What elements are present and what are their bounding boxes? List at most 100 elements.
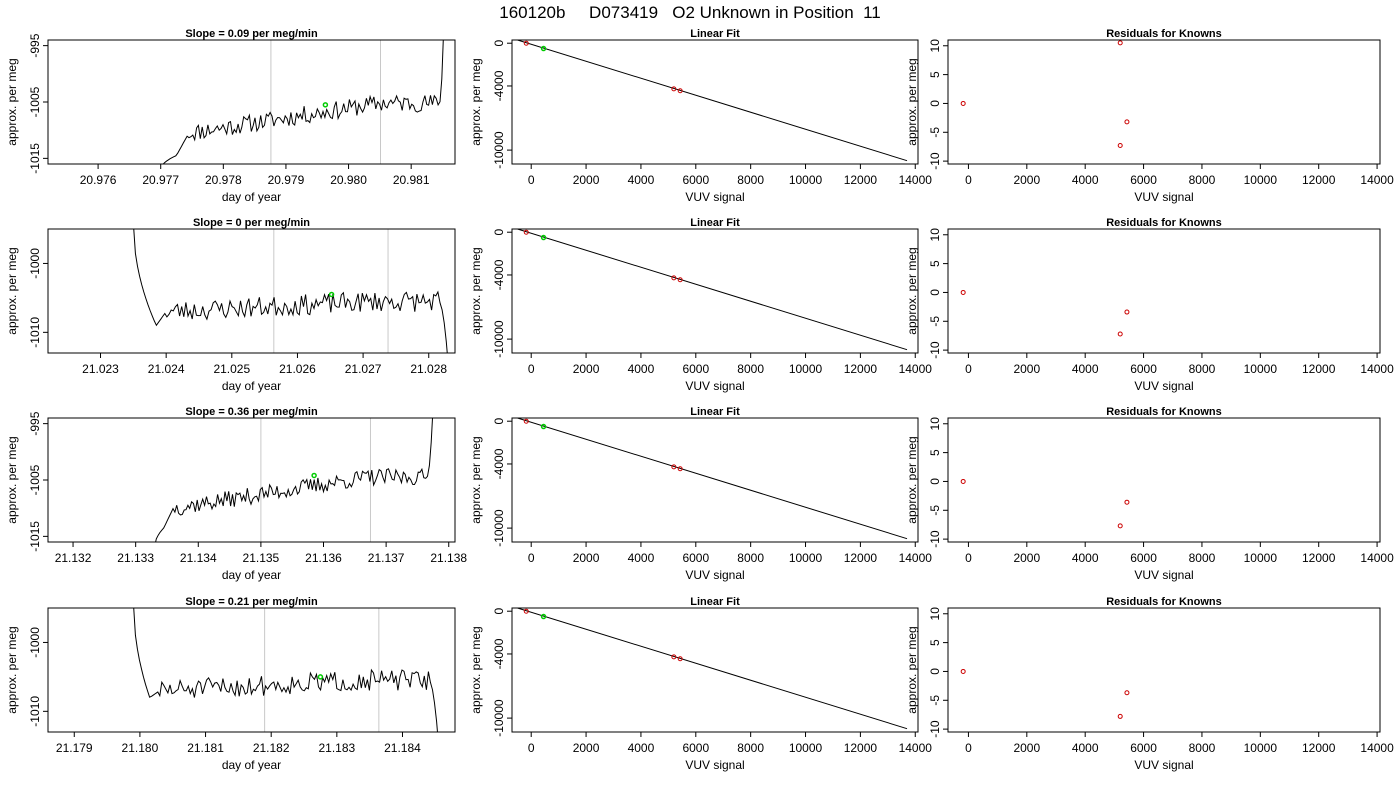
- linear-fit-r0-title: Linear Fit: [690, 28, 740, 40]
- trace-r2-xtick-label: 21.136: [305, 551, 342, 565]
- linear-fit-r1-xtick-label: 8000: [737, 362, 764, 376]
- linear-fit-r2-xtick-label: 14000: [899, 551, 933, 565]
- residuals-r1-ytick-label: 0: [928, 289, 942, 296]
- residuals-r1-point: [1124, 309, 1130, 315]
- residuals-r0-xtick-label: 12000: [1302, 173, 1336, 187]
- trace-r3-xtick-label: 21.182: [253, 741, 290, 755]
- linear-fit-r1-xtick-label: 6000: [682, 362, 709, 376]
- trace-r3-xtick-label: 21.181: [187, 741, 224, 755]
- trace-r2-xtick-label: 21.133: [117, 551, 154, 565]
- residuals-r0-xtick-label: 14000: [1360, 173, 1394, 187]
- residuals-r2-xtick-label: 4000: [1072, 551, 1099, 565]
- trace-r3-ytick-label: -1000: [28, 627, 42, 658]
- linear-fit-r2-known-point: [523, 418, 529, 424]
- linear-fit-r0-frame: [511, 39, 919, 165]
- trace-r2-ytick-label: -1015: [28, 521, 42, 552]
- trace-r1-frame: [47, 228, 456, 354]
- trace-r1-xlabel: day of year: [222, 379, 281, 393]
- trace-r2-xtick-label: 21.138: [430, 551, 467, 565]
- trace-r2-ylabel: approx. per meg: [5, 436, 19, 523]
- linear-fit-r3-frame: [511, 607, 919, 733]
- linear-fit-r3-ytick-label: -4000: [492, 638, 506, 669]
- trace-r1-xtick-label: 21.025: [213, 362, 250, 376]
- residuals-r1-ytick-label: -10: [928, 341, 942, 359]
- linear-fit-r2-xtick-label: 2000: [573, 551, 600, 565]
- linear-fit-r0-xtick-label: 12000: [844, 173, 878, 187]
- linear-fit-r2-xtick-label: 0: [528, 551, 535, 565]
- linear-fit-r2-xtick-label: 12000: [844, 551, 878, 565]
- residuals-r3-title: Residuals for Knowns: [1106, 596, 1222, 608]
- linear-fit-r0-ytick-label: -4000: [492, 70, 506, 101]
- trace-r3-panel: Slope = 0.21 per meg/min 21.179 21.180 21.1…: [5, 596, 456, 772]
- linear-fit-r1-xtick-label: 10000: [789, 362, 823, 376]
- residuals-r0-title: Residuals for Knowns: [1106, 28, 1222, 40]
- linear-fit-r0-ytick-label: -10000: [492, 131, 506, 169]
- residuals-r1-point: [960, 289, 966, 295]
- linear-fit-r2-plot-area: [517, 418, 908, 540]
- residuals-r2-plot-area: [960, 478, 1130, 529]
- linear-fit-r0-fit-line: [517, 40, 908, 162]
- linear-fit-r1-frame: [511, 228, 919, 354]
- trace-r0-ytick-label: -1005: [28, 86, 42, 117]
- linear-fit-r2-unknown-point: [540, 423, 547, 430]
- residuals-r0-xtick-label: 8000: [1189, 173, 1216, 187]
- trace-r0-title: Slope = 0.09 per meg/min: [185, 28, 318, 40]
- trace-r2-panel: Slope = 0.36 per meg/min 21.132 21.133 21.1…: [5, 406, 467, 582]
- residuals-r1-xtick-label: 12000: [1302, 362, 1336, 376]
- residuals-r2-xtick-label: 14000: [1360, 551, 1394, 565]
- linear-fit-r3-xtick-label: 2000: [573, 741, 600, 755]
- residuals-r3-point: [1117, 713, 1123, 719]
- linear-fit-r3-known-point: [671, 654, 677, 660]
- trace-r2-xtick-label: 21.132: [55, 551, 92, 565]
- residuals-r3-ytick-label: 5: [928, 639, 942, 646]
- residuals-r1-xlabel: VUV signal: [1134, 379, 1193, 393]
- residuals-r1-ylabel: approx. per meg: [905, 247, 919, 334]
- linear-fit-r3-plot-area: [517, 608, 908, 730]
- residuals-r2-xtick-label: 6000: [1130, 551, 1157, 565]
- trace-r1-ylabel: approx. per meg: [5, 247, 19, 334]
- trace-r2-xtick-label: 21.135: [243, 551, 280, 565]
- trace-r3-xtick-label: 21.184: [384, 741, 421, 755]
- linear-fit-r3-xtick-label: 8000: [737, 741, 764, 755]
- trace-r3-xlabel: day of year: [222, 758, 281, 772]
- trace-r3-ylabel: approx. per meg: [5, 626, 19, 713]
- residuals-r0-xtick-label: 0: [965, 173, 972, 187]
- residuals-r0-ytick-label: 10: [928, 39, 942, 53]
- residuals-r2-point: [960, 478, 966, 484]
- linear-fit-r1-plot-area: [517, 229, 908, 351]
- trace-r3-plot-area: [133, 608, 438, 732]
- trace-r2-xlabel: day of year: [222, 568, 281, 582]
- residuals-r3-point: [1124, 690, 1130, 696]
- linear-fit-r1-ylabel: approx. per meg: [469, 247, 483, 334]
- linear-fit-r3-xtick-label: 0: [528, 741, 535, 755]
- trace-r0-ylabel: approx. per meg: [5, 58, 19, 145]
- linear-fit-r2-title: Linear Fit: [690, 406, 740, 418]
- trace-r3-xtick-label: 21.180: [122, 741, 159, 755]
- residuals-r0-point: [1124, 119, 1130, 125]
- linear-fit-r2-fit-line: [517, 418, 908, 540]
- linear-fit-r0-unknown-point: [540, 45, 547, 52]
- residuals-r3-xtick-label: 8000: [1189, 741, 1216, 755]
- trace-r2-unknown-point: [311, 472, 317, 479]
- residuals-r2-ylabel: approx. per meg: [905, 436, 919, 523]
- residuals-r2-ytick-label: -5: [928, 505, 942, 516]
- linear-fit-r1-known-point: [671, 275, 677, 281]
- residuals-r3-xtick-label: 10000: [1244, 741, 1278, 755]
- linear-fit-r1-ytick-label: -10000: [492, 320, 506, 358]
- trace-r3-xtick-label: 21.183: [318, 741, 355, 755]
- linear-fit-r0-known-point: [523, 40, 529, 46]
- trace-r0-xtick-label: 20.978: [205, 173, 242, 187]
- trace-r0-panel: Slope = 0.09 per meg/min 20.976 20.977 20.9…: [5, 28, 456, 204]
- linear-fit-r1-ytick-label: -4000: [492, 259, 506, 290]
- linear-fit-r3-xtick-label: 12000: [844, 741, 878, 755]
- trace-r0-ytick-label: -995: [28, 33, 42, 57]
- residuals-r0-point: [1117, 40, 1123, 46]
- trace-r0-xtick-label: 20.976: [80, 173, 117, 187]
- residuals-r1-xtick-label: 14000: [1360, 362, 1394, 376]
- linear-fit-r1-xtick-label: 12000: [844, 362, 878, 376]
- residuals-r1-ytick-label: 5: [928, 260, 942, 267]
- linear-fit-r0-xtick-label: 6000: [682, 173, 709, 187]
- residuals-r3-ytick-label: 10: [928, 607, 942, 621]
